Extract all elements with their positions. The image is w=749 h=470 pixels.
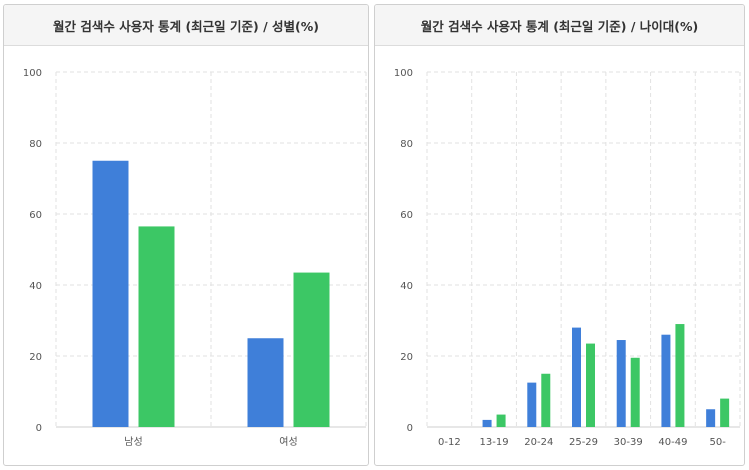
gender-bar-chart: 0 20 40 60 80 100 남성 여성 xyxy=(23,68,367,448)
y-tick-label: 100 xyxy=(23,68,42,79)
bar-series2 xyxy=(541,373,551,427)
y-tick-label: 40 xyxy=(29,281,42,292)
bar-series1 xyxy=(616,340,626,427)
bar-series1 xyxy=(92,160,129,427)
x-category-label: 50- xyxy=(709,437,726,448)
x-category-label: 여성 xyxy=(279,436,297,448)
bar-series2 xyxy=(675,324,685,427)
bar-series1 xyxy=(661,334,671,427)
y-tick-label: 40 xyxy=(400,281,413,292)
x-category-label: 0-12 xyxy=(438,437,461,448)
y-tick-label: 0 xyxy=(36,423,42,434)
y-tick-label: 80 xyxy=(29,139,42,150)
x-category-label: 30-39 xyxy=(614,437,643,448)
bar-series2 xyxy=(496,414,506,427)
bar-series2 xyxy=(138,226,175,427)
bar-series1 xyxy=(482,419,492,427)
y-tick-label: 100 xyxy=(394,68,413,79)
x-category-label: 남성 xyxy=(124,436,142,448)
x-category-label: 20-24 xyxy=(524,437,553,448)
gender-chart-panel: 월간 검색수 사용자 통계 (최근일 기준) / 성별(%) 0 20 40 60 80… xyxy=(3,4,369,466)
y-tick-label: 0 xyxy=(407,423,413,434)
bar-series1 xyxy=(572,327,581,427)
age-chart-panel: 월간 검색수 사용자 통계 (최근일 기준) / 나이대(%) 0 20 40 60 8… xyxy=(374,4,745,466)
y-tick-label: 80 xyxy=(400,139,413,150)
gender-chart-title: 월간 검색수 사용자 통계 (최근일 기준) / 성별(%) xyxy=(4,5,368,46)
x-category-label: 13-19 xyxy=(480,437,509,448)
bar-series2 xyxy=(293,272,330,427)
bar-series1 xyxy=(706,409,716,427)
bar-series2 xyxy=(720,398,730,427)
y-tick-label: 20 xyxy=(29,352,42,363)
y-tick-label: 20 xyxy=(400,352,413,363)
y-tick-label: 60 xyxy=(400,210,413,221)
bar-series1 xyxy=(247,338,284,427)
bar-series1 xyxy=(527,382,537,427)
bar-series2 xyxy=(630,357,640,427)
x-category-label: 40-49 xyxy=(658,437,687,448)
age-bar-chart: 0 20 40 60 80 100 0-12 13-19 20-24 25-29 30-39 40-4… xyxy=(394,68,741,448)
age-chart-title: 월간 검색수 사용자 통계 (최근일 기준) / 나이대(%) xyxy=(375,5,744,46)
x-category-label: 25-29 xyxy=(569,437,598,448)
y-tick-label: 60 xyxy=(29,210,42,221)
bar-series2 xyxy=(586,343,595,427)
